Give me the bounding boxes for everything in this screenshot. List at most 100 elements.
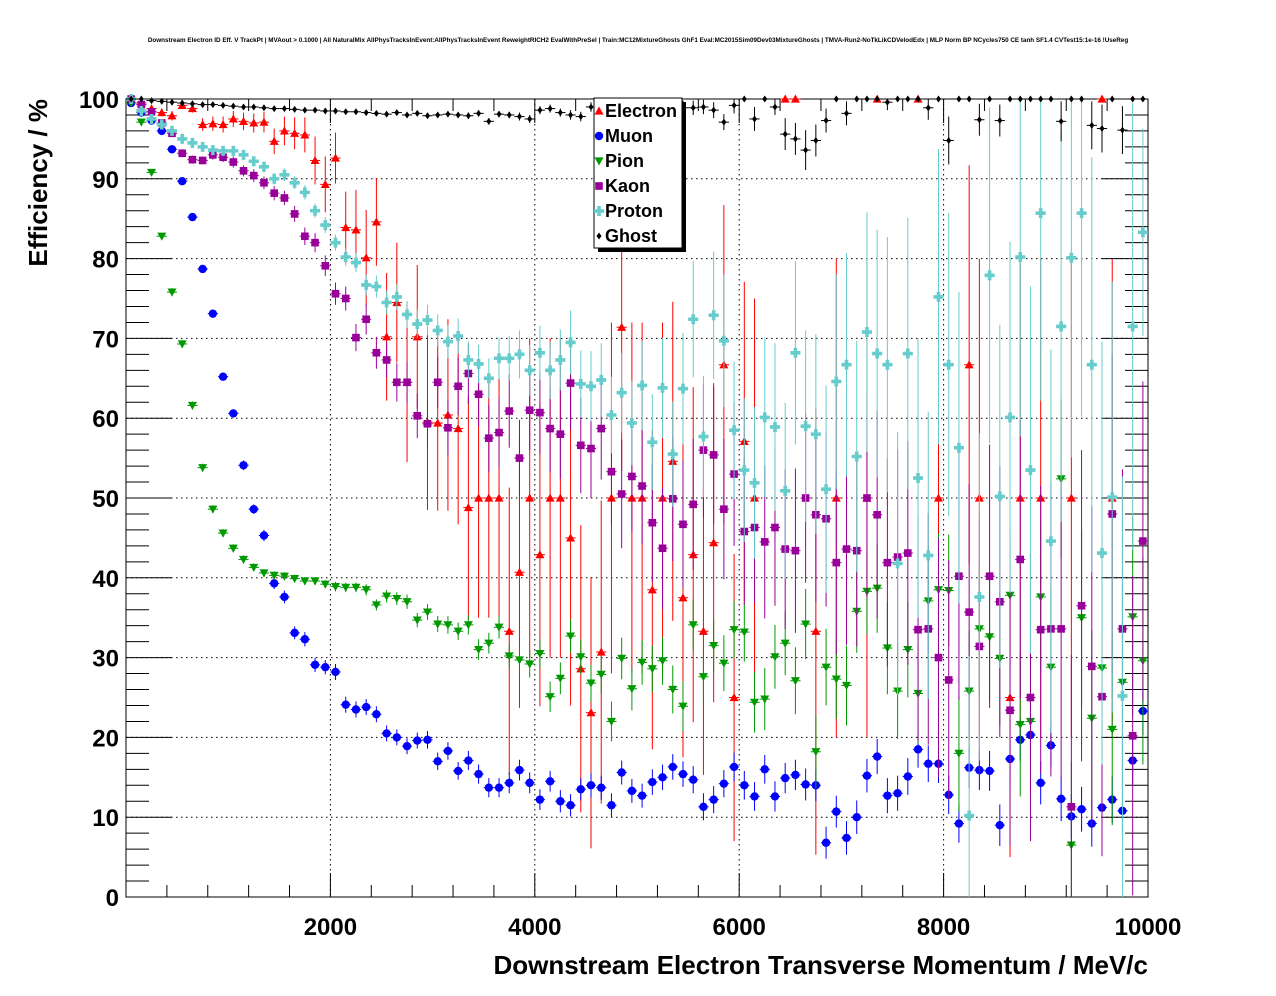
electron-point [198, 120, 208, 129]
ghost-point [578, 113, 584, 121]
electron-point [167, 111, 177, 120]
x-tick-label: 2000 [304, 914, 357, 941]
muon-point [689, 775, 698, 784]
electron-point [157, 108, 167, 117]
muon-point [627, 786, 637, 796]
proton-point [810, 429, 821, 440]
proton-point [933, 291, 944, 302]
electron-point [239, 116, 249, 125]
ghost-point [496, 110, 502, 118]
ghost-point [261, 104, 267, 112]
muon-point [1036, 778, 1045, 788]
ghost-point [1027, 95, 1033, 103]
pion-point [658, 657, 668, 666]
ghost-point [813, 136, 819, 144]
y-tick-label: 20 [92, 725, 119, 752]
proton-point [729, 425, 740, 436]
electron-point [545, 493, 555, 502]
ghost-point [384, 110, 390, 118]
muon-point [648, 777, 657, 787]
ghost-point [486, 117, 492, 125]
electron-point [566, 533, 576, 542]
pion-point [842, 681, 852, 691]
proton-point [994, 491, 1005, 502]
ghost-point [138, 95, 144, 103]
kaon-point [321, 261, 330, 270]
muon-point [862, 771, 872, 780]
legend-label-ghost: Ghost [605, 226, 657, 246]
proton-point [248, 156, 259, 167]
muon-point [1077, 805, 1086, 814]
pion-point [719, 659, 729, 668]
muon-point [791, 770, 800, 780]
kaon-point [648, 518, 657, 527]
proton-point [514, 349, 525, 360]
muon-point [566, 801, 575, 810]
muon-point [760, 765, 769, 774]
ghost-point [905, 95, 911, 103]
proton-point [422, 315, 433, 326]
electron-point [504, 626, 514, 635]
legend-marker-electron [594, 106, 604, 115]
pion-point [484, 639, 494, 648]
kaon-point [842, 545, 851, 553]
kaon-point [495, 428, 503, 437]
muon-point [249, 504, 258, 514]
ghost-point [220, 101, 226, 109]
kaon-point [403, 378, 411, 387]
proton-point [974, 591, 985, 602]
muon-point [780, 773, 790, 783]
kaon-point [178, 149, 187, 158]
electron-point [964, 360, 974, 369]
pion-point [504, 652, 514, 661]
electron-point [617, 322, 627, 331]
kaon-point [393, 378, 401, 387]
x-tick-label: 8000 [917, 914, 970, 941]
kaon-point [597, 424, 606, 433]
electron-point [555, 493, 565, 502]
proton-point [432, 325, 443, 336]
pion-point [739, 628, 749, 637]
ghost-point [588, 103, 594, 111]
pion-point [535, 650, 545, 659]
ghost-point [874, 95, 880, 103]
electron-point [382, 332, 392, 341]
proton-point [565, 337, 576, 348]
muon-point [474, 769, 483, 779]
pion-point [402, 598, 412, 607]
electron-point [341, 222, 351, 232]
proton-point [749, 477, 760, 488]
y-tick-label: 80 [92, 247, 119, 274]
electron-point [525, 493, 535, 502]
legend-marker-ghost [596, 232, 602, 240]
proton-point [279, 169, 290, 180]
pion-point [566, 632, 576, 641]
ghost-point [997, 117, 1003, 125]
ghost-point [149, 97, 155, 105]
pion-point [555, 674, 565, 683]
kaon-point [771, 523, 779, 532]
ghost-point [925, 104, 931, 112]
ghost-point [1068, 95, 1074, 103]
kaon-point [985, 572, 994, 581]
muon-point [525, 778, 534, 788]
muon-point [331, 667, 340, 677]
muon-point [382, 729, 391, 738]
muon-point [494, 783, 504, 792]
ghost-point [179, 99, 185, 107]
ghost-point [864, 95, 870, 103]
muon-point [842, 833, 851, 843]
pion-point [259, 569, 269, 578]
kaon-point [413, 412, 422, 420]
x-tick-label: 6000 [713, 914, 766, 941]
pion-point [596, 670, 606, 679]
proton-point [207, 145, 218, 156]
proton-point [1045, 536, 1056, 547]
electron-point [474, 493, 484, 502]
pion-point [157, 232, 167, 241]
pion-point [760, 695, 770, 704]
kaon-point [515, 454, 524, 462]
proton-point [320, 220, 331, 231]
ghost-point [435, 111, 441, 119]
kaon-point [720, 505, 728, 513]
